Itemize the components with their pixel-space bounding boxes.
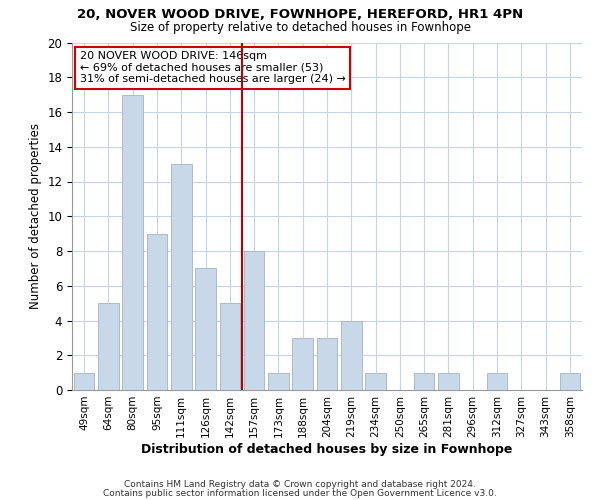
Bar <box>220 303 240 390</box>
Bar <box>98 303 119 390</box>
Bar <box>365 372 386 390</box>
Bar <box>244 251 265 390</box>
Bar <box>268 372 289 390</box>
Bar <box>122 94 143 390</box>
Bar <box>560 372 580 390</box>
Bar <box>292 338 313 390</box>
Text: Contains public sector information licensed under the Open Government Licence v3: Contains public sector information licen… <box>103 489 497 498</box>
Text: Contains HM Land Registry data © Crown copyright and database right 2024.: Contains HM Land Registry data © Crown c… <box>124 480 476 489</box>
Text: 20 NOVER WOOD DRIVE: 146sqm
← 69% of detached houses are smaller (53)
31% of sem: 20 NOVER WOOD DRIVE: 146sqm ← 69% of det… <box>80 51 346 84</box>
Bar <box>171 164 191 390</box>
Y-axis label: Number of detached properties: Number of detached properties <box>29 123 42 309</box>
Text: Size of property relative to detached houses in Fownhope: Size of property relative to detached ho… <box>130 21 470 34</box>
Bar <box>146 234 167 390</box>
Bar <box>414 372 434 390</box>
X-axis label: Distribution of detached houses by size in Fownhope: Distribution of detached houses by size … <box>142 442 512 456</box>
Bar <box>487 372 508 390</box>
Bar <box>195 268 216 390</box>
Bar <box>317 338 337 390</box>
Text: 20, NOVER WOOD DRIVE, FOWNHOPE, HEREFORD, HR1 4PN: 20, NOVER WOOD DRIVE, FOWNHOPE, HEREFORD… <box>77 8 523 20</box>
Bar <box>74 372 94 390</box>
Bar <box>341 320 362 390</box>
Bar <box>438 372 459 390</box>
